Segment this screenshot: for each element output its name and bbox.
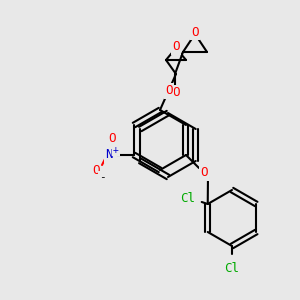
Text: O: O xyxy=(172,40,180,53)
Text: O: O xyxy=(191,26,199,38)
Text: O: O xyxy=(92,164,100,178)
Text: O: O xyxy=(172,86,180,100)
Text: O: O xyxy=(108,133,116,146)
Text: N: N xyxy=(105,148,113,161)
Text: -: - xyxy=(99,172,105,182)
Text: O: O xyxy=(165,85,173,98)
Text: O: O xyxy=(200,167,208,179)
Text: Cl: Cl xyxy=(224,262,239,275)
Text: +: + xyxy=(113,145,119,155)
Text: Cl: Cl xyxy=(180,191,195,205)
